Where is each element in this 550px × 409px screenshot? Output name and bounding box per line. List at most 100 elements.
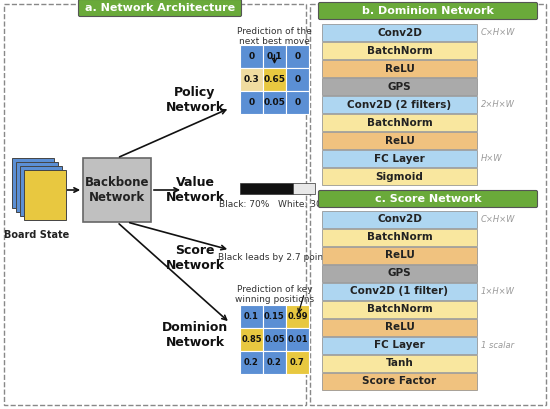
Text: Score
Network: Score Network bbox=[166, 244, 224, 272]
Text: ReLU: ReLU bbox=[384, 63, 415, 74]
Bar bbox=[310, 4, 546, 405]
Bar bbox=[322, 283, 477, 300]
Bar bbox=[240, 45, 263, 68]
Bar bbox=[322, 114, 477, 131]
Bar bbox=[286, 305, 309, 328]
Text: 0.85: 0.85 bbox=[241, 335, 262, 344]
Bar bbox=[24, 170, 66, 220]
Text: GPS: GPS bbox=[388, 268, 411, 279]
Text: 0.2: 0.2 bbox=[267, 358, 282, 367]
Bar bbox=[293, 183, 315, 194]
Bar bbox=[240, 183, 293, 194]
Text: 0.01: 0.01 bbox=[287, 335, 308, 344]
Bar bbox=[322, 247, 477, 264]
Bar bbox=[20, 166, 62, 216]
Text: 1 scalar: 1 scalar bbox=[481, 341, 514, 350]
Text: BatchNorm: BatchNorm bbox=[367, 45, 432, 56]
Text: Policy
Network: Policy Network bbox=[166, 86, 224, 114]
Text: Prediction of the
next best move: Prediction of the next best move bbox=[237, 27, 312, 46]
Text: BatchNorm: BatchNorm bbox=[367, 117, 432, 128]
Text: Conv2D (1 filter): Conv2D (1 filter) bbox=[350, 286, 448, 297]
Text: 0.15: 0.15 bbox=[264, 312, 285, 321]
Text: 0: 0 bbox=[249, 52, 255, 61]
Text: 0.1: 0.1 bbox=[267, 52, 282, 61]
Text: c. Score Network: c. Score Network bbox=[375, 194, 481, 204]
Bar bbox=[286, 351, 309, 374]
Text: 0.7: 0.7 bbox=[290, 358, 305, 367]
Text: 0.1: 0.1 bbox=[244, 312, 259, 321]
Text: Dominion
Network: Dominion Network bbox=[162, 321, 228, 349]
Text: GPS: GPS bbox=[388, 81, 411, 92]
Bar bbox=[240, 91, 263, 114]
Text: Black: 70%   White: 30%: Black: 70% White: 30% bbox=[219, 200, 330, 209]
Text: Score Factor: Score Factor bbox=[362, 377, 437, 387]
Bar bbox=[322, 301, 477, 318]
Bar bbox=[240, 305, 263, 328]
Bar bbox=[286, 45, 309, 68]
Bar bbox=[16, 162, 58, 212]
Text: 0.99: 0.99 bbox=[287, 312, 308, 321]
Bar bbox=[286, 328, 309, 351]
FancyBboxPatch shape bbox=[318, 2, 537, 20]
Text: Conv2D (2 filters): Conv2D (2 filters) bbox=[348, 99, 452, 110]
Text: 0.2: 0.2 bbox=[244, 358, 259, 367]
Bar bbox=[322, 211, 477, 228]
Bar bbox=[322, 355, 477, 372]
Text: Backbone
Network: Backbone Network bbox=[85, 176, 149, 204]
Bar bbox=[83, 158, 151, 222]
Bar bbox=[12, 158, 54, 208]
Text: BatchNorm: BatchNorm bbox=[367, 304, 432, 315]
Bar bbox=[322, 337, 477, 354]
Text: 0.05: 0.05 bbox=[264, 335, 285, 344]
Text: Sigmoid: Sigmoid bbox=[376, 171, 424, 182]
Text: C×H×W: C×H×W bbox=[481, 215, 515, 224]
Bar bbox=[286, 91, 309, 114]
Bar bbox=[322, 24, 477, 41]
Bar bbox=[322, 60, 477, 77]
Bar bbox=[4, 4, 306, 405]
Bar bbox=[263, 328, 286, 351]
Bar bbox=[240, 351, 263, 374]
Bar bbox=[263, 91, 286, 114]
Bar bbox=[263, 45, 286, 68]
Bar bbox=[322, 42, 477, 59]
Text: ReLU: ReLU bbox=[384, 135, 415, 146]
Text: Conv2D: Conv2D bbox=[377, 27, 422, 38]
FancyBboxPatch shape bbox=[318, 191, 537, 207]
Text: 0.65: 0.65 bbox=[263, 75, 285, 84]
Text: Prediction of key
winning positions: Prediction of key winning positions bbox=[235, 285, 314, 304]
Bar bbox=[322, 150, 477, 167]
Bar bbox=[286, 68, 309, 91]
Bar bbox=[240, 68, 263, 91]
Bar bbox=[263, 305, 286, 328]
Bar bbox=[322, 132, 477, 149]
Text: 2×H×W: 2×H×W bbox=[481, 100, 515, 109]
Bar bbox=[322, 373, 477, 390]
Text: H×W: H×W bbox=[481, 154, 503, 163]
Text: ReLU: ReLU bbox=[384, 323, 415, 333]
Text: Value
Network: Value Network bbox=[166, 176, 224, 204]
Text: Black leads by 2.7 points: Black leads by 2.7 points bbox=[218, 254, 331, 263]
Text: Tanh: Tanh bbox=[386, 359, 414, 369]
Text: 0: 0 bbox=[294, 75, 300, 84]
Text: b. Dominion Network: b. Dominion Network bbox=[362, 6, 494, 16]
Bar bbox=[263, 68, 286, 91]
Text: 0.3: 0.3 bbox=[244, 75, 260, 84]
Bar bbox=[322, 265, 477, 282]
Text: 0: 0 bbox=[249, 98, 255, 107]
Text: BatchNorm: BatchNorm bbox=[367, 232, 432, 243]
Text: 1×H×W: 1×H×W bbox=[481, 287, 515, 296]
Text: a. Network Architecture: a. Network Architecture bbox=[85, 3, 235, 13]
Bar bbox=[322, 168, 477, 185]
Text: FC Layer: FC Layer bbox=[374, 153, 425, 164]
Bar bbox=[322, 96, 477, 113]
Text: 0: 0 bbox=[294, 52, 300, 61]
Text: Conv2D: Conv2D bbox=[377, 214, 422, 225]
Text: ReLU: ReLU bbox=[384, 250, 415, 261]
Bar bbox=[240, 328, 263, 351]
Text: Board State: Board State bbox=[4, 230, 70, 240]
Text: 0: 0 bbox=[294, 98, 300, 107]
Text: 0.05: 0.05 bbox=[263, 98, 285, 107]
Bar bbox=[322, 229, 477, 246]
Bar bbox=[322, 78, 477, 95]
